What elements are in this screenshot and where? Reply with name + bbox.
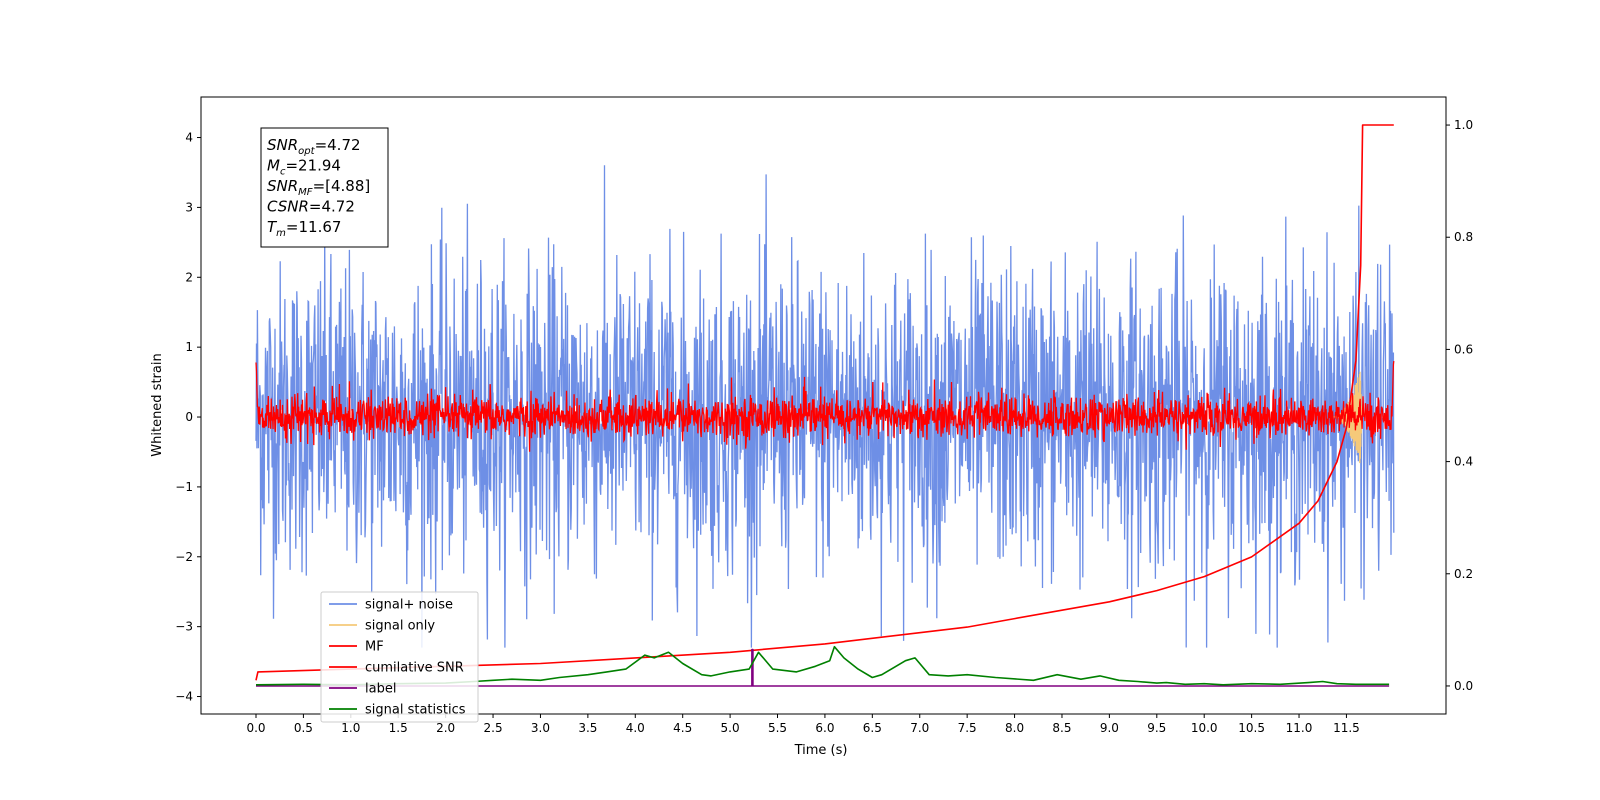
series-signal-noise-line	[255, 165, 1395, 648]
legend-label: label	[365, 682, 396, 697]
legend-label: cumilative SNR	[365, 661, 464, 676]
series-signal-statistics-line	[255, 645, 1390, 686]
plot-area	[255, 124, 1395, 687]
x-tick-label: 10.0	[1191, 721, 1218, 735]
x-axis: 0.0 0.5 1.0 1.5 2.0 2.5 3.0 3.5 4.0 4.5 5.0 5.5 6.0 6…	[246, 714, 1360, 735]
x-tick-label: 8.5	[1052, 721, 1071, 735]
legend-label: signal only	[365, 619, 435, 634]
x-axis-label: Time (s)	[794, 743, 848, 758]
legend-frame	[320, 591, 479, 723]
y-tick-label: 0	[185, 410, 193, 424]
y-axis-right: 1.0 0.8 0.6 0.4 0.2 0.0	[1446, 118, 1473, 693]
y2-tick-label: 0.4	[1454, 455, 1473, 469]
x-tick-label: 6.0	[815, 721, 834, 735]
y2-tick-label: 1.0	[1454, 118, 1473, 132]
y-tick-label: 1	[185, 340, 193, 354]
x-tick-label: 8.0	[1005, 721, 1024, 735]
y-tick-label: −4	[175, 690, 193, 704]
x-tick-label: 1.5	[389, 721, 408, 735]
x-tick-label: 11.5	[1333, 721, 1360, 735]
y-tick-label: 3	[185, 200, 193, 214]
legend-label: MF	[365, 640, 384, 655]
legend-label: signal statistics	[365, 703, 466, 718]
x-tick-label: 9.5	[1147, 721, 1166, 735]
x-tick-label: 4.5	[673, 721, 692, 735]
x-tick-label: 6.5	[863, 721, 882, 735]
annotation-line: Tm=11.67	[267, 218, 341, 239]
annotation-line: Mc=21.94	[267, 157, 341, 178]
annotation-frame	[260, 127, 389, 248]
x-tick-label: 2.5	[484, 721, 503, 735]
annotation-box: SNRopt=4.72Mc=21.94SNRMF=[4.88]CSNR=4.72…	[260, 127, 389, 248]
legend: signal+ noise signal only MF cumilative SNR…	[320, 591, 479, 723]
y-tick-label: 4	[185, 131, 193, 145]
y-tick-label: 2	[185, 270, 193, 284]
legend-label: signal+ noise	[365, 598, 453, 613]
y2-tick-label: 0.8	[1454, 230, 1473, 244]
axes-frame	[200, 96, 1447, 715]
series-label-line	[256, 648, 1390, 687]
x-tick-label: 5.5	[768, 721, 787, 735]
x-tick-label: 7.0	[910, 721, 929, 735]
x-tick-label: 11.0	[1286, 721, 1313, 735]
x-tick-label: 0.5	[294, 721, 313, 735]
annotation-line: CSNR=4.72	[267, 198, 355, 216]
x-tick-label: 10.5	[1238, 721, 1265, 735]
y2-tick-label: 0.2	[1454, 567, 1473, 581]
y-tick-label: −1	[175, 480, 193, 494]
x-tick-label: 5.0	[721, 721, 740, 735]
series-mf-line	[255, 361, 1395, 452]
annotation-line: SNRMF=[4.88]	[267, 177, 370, 198]
x-tick-label: 0.0	[246, 721, 265, 735]
y2-tick-label: 0.6	[1454, 342, 1473, 356]
y-tick-label: −2	[175, 550, 193, 564]
annotation-line: SNRopt=4.72	[267, 136, 361, 157]
x-tick-label: 4.0	[626, 721, 645, 735]
y-tick-label: −3	[175, 620, 193, 634]
x-tick-label: 7.5	[958, 721, 977, 735]
series-cumulative-snr-line	[255, 124, 1394, 681]
y-axis-label: Whitened strain	[150, 353, 165, 456]
x-tick-label: 3.5	[578, 721, 597, 735]
y-axis-left: 4 3 2 1 0 −1 −2 −3 −4	[175, 131, 201, 704]
x-tick-label: 1.0	[341, 721, 360, 735]
x-tick-label: 2.0	[436, 721, 455, 735]
x-tick-label: 9.0	[1100, 721, 1119, 735]
y2-tick-label: 0.0	[1454, 679, 1473, 693]
x-tick-label: 3.0	[531, 721, 550, 735]
